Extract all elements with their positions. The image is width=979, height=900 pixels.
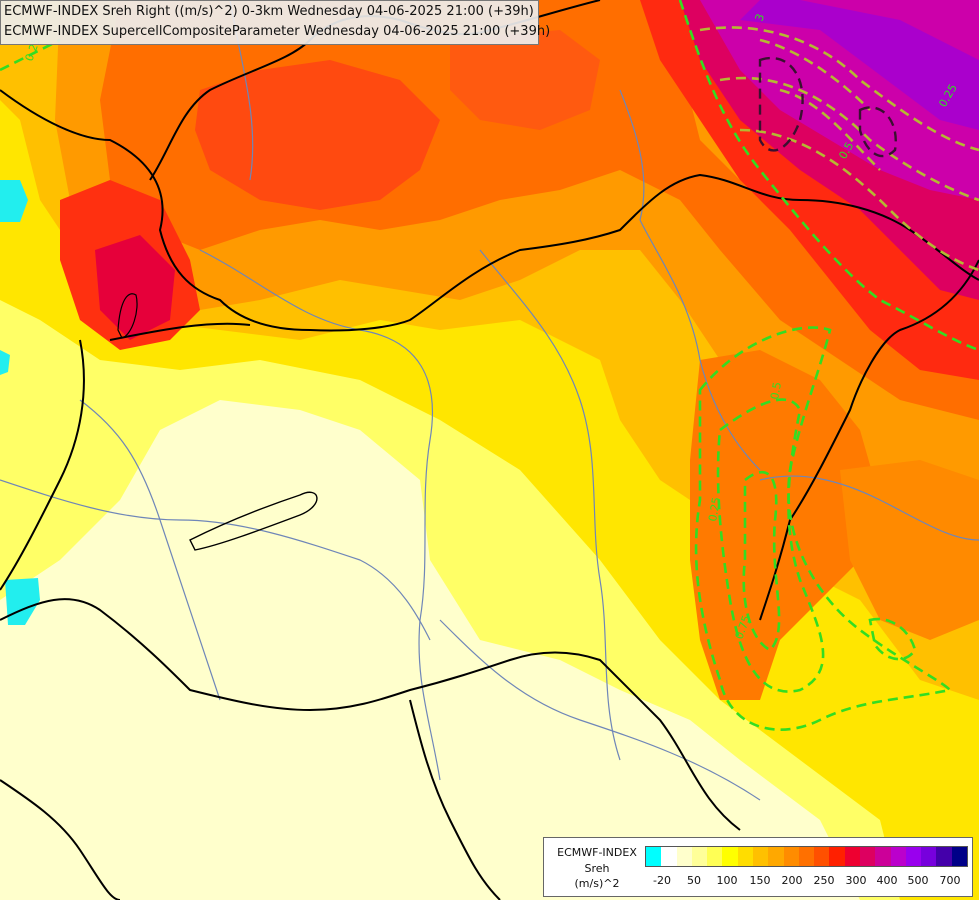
- field-cyan-a: [0, 180, 28, 222]
- legend-unit: (m/s)^2: [574, 877, 620, 890]
- field-orange-east: [690, 350, 880, 700]
- legend-tick-label: 200: [781, 874, 803, 887]
- legend-swatch: [890, 847, 906, 866]
- legend-swatch: [722, 847, 738, 866]
- legend-swatch: [752, 847, 769, 866]
- legend-swatch: [951, 847, 967, 866]
- legend-tick-label: 100: [716, 874, 738, 887]
- legend-swatch: [905, 847, 922, 866]
- field-red-north: [195, 60, 440, 210]
- legend-swatch: [829, 847, 845, 866]
- legend-swatch: [875, 847, 891, 866]
- legend-parameter: Sreh: [584, 862, 610, 875]
- legend-tick-label: 250: [813, 874, 835, 887]
- legend-swatch: [798, 847, 815, 866]
- field-crimson-west: [95, 235, 175, 340]
- legend-tick-label: 500: [907, 874, 929, 887]
- legend-swatch: [676, 847, 692, 866]
- map-title-scp: ECMWF-INDEX SupercellCompositeParameter …: [4, 24, 551, 39]
- contour-label: 0.25: [706, 496, 723, 522]
- scp-contours: [0, 0, 979, 731]
- legend-swatch: [661, 847, 677, 866]
- legend-swatch: [921, 847, 937, 866]
- legend-swatch: [707, 847, 723, 866]
- legend-swatch: [737, 847, 753, 866]
- legend-tick-label: 400: [876, 874, 898, 887]
- rivers: [0, 0, 979, 801]
- legend-swatch: [783, 847, 799, 866]
- legend-swatch: [814, 847, 830, 866]
- field-purple-ne: [740, 0, 979, 130]
- legend-swatch: [768, 847, 784, 866]
- contour-label: 3: [753, 12, 768, 23]
- legend-swatch: [844, 847, 860, 866]
- lake-balaton: [189, 491, 318, 551]
- lake-small: [117, 293, 138, 339]
- legend-swatch: [936, 847, 952, 866]
- field-cyan-b: [0, 350, 10, 375]
- scp-contours-high: [699, 26, 979, 272]
- legend-model: ECMWF-INDEX: [557, 846, 637, 859]
- contour-label: 0.5: [768, 381, 784, 400]
- legend-color-bar: [645, 846, 968, 867]
- legend-tick-label: 300: [845, 874, 867, 887]
- legend-tick-label: 50: [687, 874, 701, 887]
- scp-contours-dark: [758, 57, 897, 158]
- field-orange-se: [840, 460, 979, 640]
- color-legend: ECMWF-INDEX Sreh (m/s)^2 -20 50 100 150 200 2…: [543, 837, 973, 897]
- legend-tick-label: 150: [749, 874, 771, 887]
- legend-swatch: [691, 847, 708, 866]
- legend-tick-label: -20: [653, 874, 671, 887]
- map-title-sreh: ECMWF-INDEX Sreh Right ((m/s)^2) 0-3km W…: [4, 4, 534, 19]
- legend-tick-label: 700: [939, 874, 961, 887]
- legend-swatch: [859, 847, 876, 866]
- field-red-north2: [450, 30, 600, 130]
- legend-swatch: [646, 847, 662, 866]
- map-title-box: ECMWF-INDEX Sreh Right ((m/s)^2) 0-3km W…: [0, 0, 551, 45]
